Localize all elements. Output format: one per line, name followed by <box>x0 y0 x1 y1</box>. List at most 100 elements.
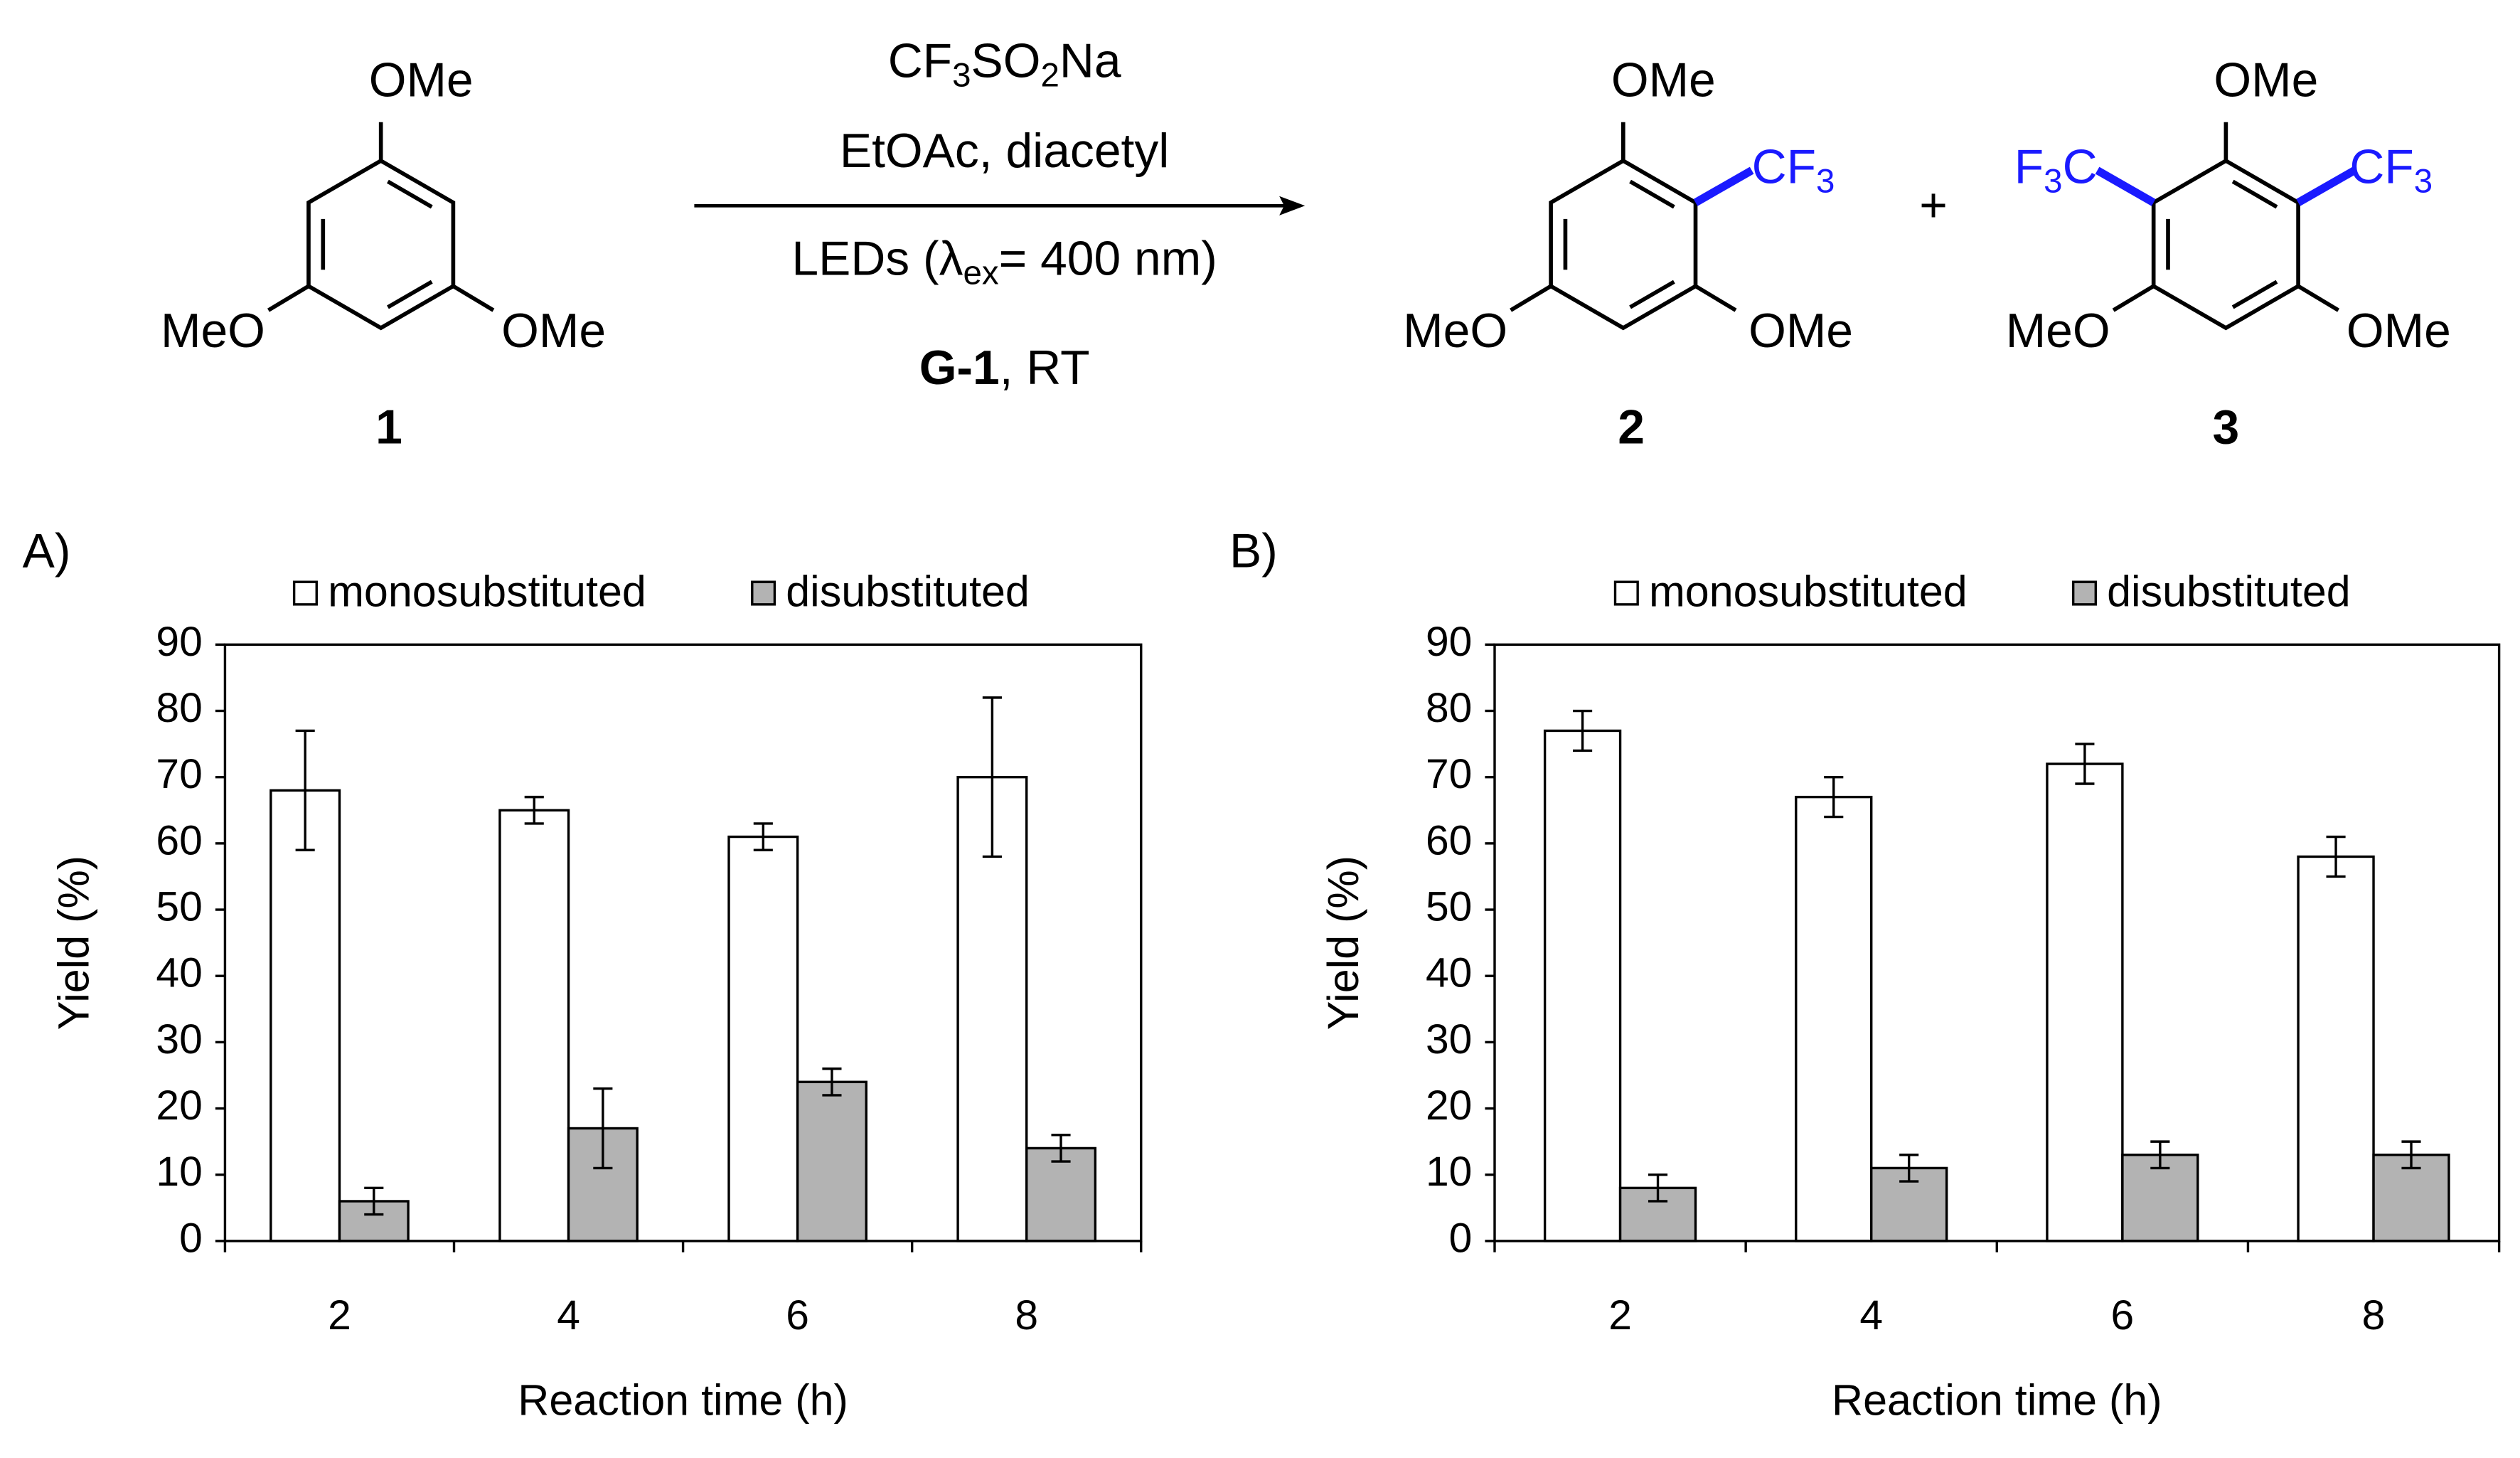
error-bar <box>1051 1134 1071 1163</box>
bond <box>452 284 495 312</box>
solvent: EtOAc, diacetyl <box>840 124 1169 178</box>
x-tick-label: 2 <box>328 1292 351 1339</box>
error-bar <box>982 696 1002 858</box>
x-tick-label: 4 <box>557 1292 580 1339</box>
plot-frame <box>223 643 1143 1243</box>
catalyst: G-1, RT <box>919 341 1090 395</box>
bar <box>2046 762 2124 1243</box>
panel-label: B) <box>1229 525 1278 578</box>
y-tick-label: 60 <box>156 817 202 863</box>
y-tick-label: 90 <box>156 619 202 665</box>
error-bar <box>753 822 773 851</box>
x-tick-label: 6 <box>786 1292 809 1339</box>
legend-swatch <box>2071 580 2097 606</box>
arrow-head <box>1279 196 1306 215</box>
bond <box>2095 166 2156 206</box>
cf3-group: F3C <box>2014 140 2098 200</box>
legend-swatch <box>292 580 318 606</box>
bar <box>1543 729 1622 1243</box>
error-bar <box>1648 1174 1668 1203</box>
bond <box>2297 284 2340 312</box>
bond <box>1694 284 1737 312</box>
cf3-group: CF3 <box>1752 140 1835 200</box>
y-tick-label: 0 <box>179 1215 203 1261</box>
error-bar <box>1824 775 1844 819</box>
y-tick-label: 30 <box>156 1016 202 1063</box>
bar <box>2297 855 2375 1243</box>
bar <box>1025 1146 1097 1243</box>
error-bar <box>1573 709 1593 752</box>
bond <box>2296 166 2356 206</box>
y-tick-label: 30 <box>1426 1016 1472 1063</box>
y-tick-label: 20 <box>156 1082 202 1129</box>
legend-label: monosubstituted <box>328 567 646 615</box>
group: OMe <box>1748 304 1853 358</box>
x-tick-label: 8 <box>2362 1292 2386 1339</box>
bar <box>269 789 341 1243</box>
legend-label: disubstituted <box>2107 567 2351 615</box>
double-bond <box>2231 280 2278 309</box>
compound-label: 3 <box>2213 401 2240 454</box>
group: OMe <box>1611 53 1716 107</box>
bond <box>1510 284 1552 312</box>
legend-swatch <box>751 580 776 606</box>
y-tick-label: 40 <box>1426 950 1472 996</box>
legend-label: disubstituted <box>786 567 1030 615</box>
error-bar <box>2075 743 2095 785</box>
bar <box>498 809 570 1243</box>
group: MeO <box>1403 304 1507 358</box>
x-axis-label: Reaction time (h) <box>1832 1375 2162 1424</box>
bond <box>267 284 310 312</box>
error-bar <box>295 729 315 851</box>
y-tick-label: 80 <box>156 685 202 731</box>
bond <box>2112 284 2155 312</box>
x-tick-label: 2 <box>1608 1292 1632 1339</box>
group: MeO <box>2006 304 2110 358</box>
error-bar <box>2401 1140 2421 1170</box>
light: LEDs (λex= 400 nm) <box>791 232 1217 292</box>
error-bar <box>2326 835 2346 878</box>
group: OMe <box>2347 304 2451 358</box>
bar <box>727 835 799 1243</box>
error-bar <box>593 1087 613 1170</box>
double-bond <box>2231 179 2278 209</box>
y-tick-label: 20 <box>1426 1082 1472 1129</box>
x-tick-label: 8 <box>1015 1292 1038 1339</box>
group: OMe <box>369 53 474 107</box>
double-bond <box>1629 179 1675 209</box>
error-bar <box>1899 1154 1919 1183</box>
compound-label: 1 <box>375 401 402 454</box>
reagent: CF3SO2Na <box>888 34 1121 94</box>
benzene-ring <box>2151 158 2300 331</box>
y-axis-label: Yield (%) <box>1319 856 1367 1030</box>
y-tick-label: 50 <box>156 884 202 930</box>
y-tick-label: 60 <box>1426 817 1472 863</box>
y-tick-label: 0 <box>1449 1215 1473 1261</box>
y-tick-label: 80 <box>1426 685 1472 731</box>
legend-swatch <box>1613 580 1639 606</box>
legend-label: monosubstituted <box>1649 567 1968 615</box>
benzene-ring <box>306 158 456 331</box>
bond <box>1693 166 1754 206</box>
y-tick-label: 10 <box>1426 1149 1472 1195</box>
cf3-group: CF3 <box>2349 140 2433 200</box>
double-bond <box>387 179 433 209</box>
benzene-ring <box>1549 158 1698 331</box>
group: MeO <box>161 304 265 358</box>
error-bar <box>364 1186 384 1216</box>
error-bar <box>2150 1140 2170 1170</box>
group: OMe <box>501 304 606 358</box>
y-tick-label: 50 <box>1426 884 1472 930</box>
double-bond <box>387 280 433 309</box>
y-tick-label: 10 <box>156 1149 202 1195</box>
y-tick-label: 40 <box>156 950 202 996</box>
panel-label: A) <box>23 525 71 578</box>
plot-frame <box>1493 643 2501 1243</box>
group: OMe <box>2214 53 2318 107</box>
bar <box>796 1080 867 1243</box>
y-tick-label: 70 <box>1426 751 1472 797</box>
compound-label: 2 <box>1618 401 1645 454</box>
bar <box>1795 795 1873 1243</box>
